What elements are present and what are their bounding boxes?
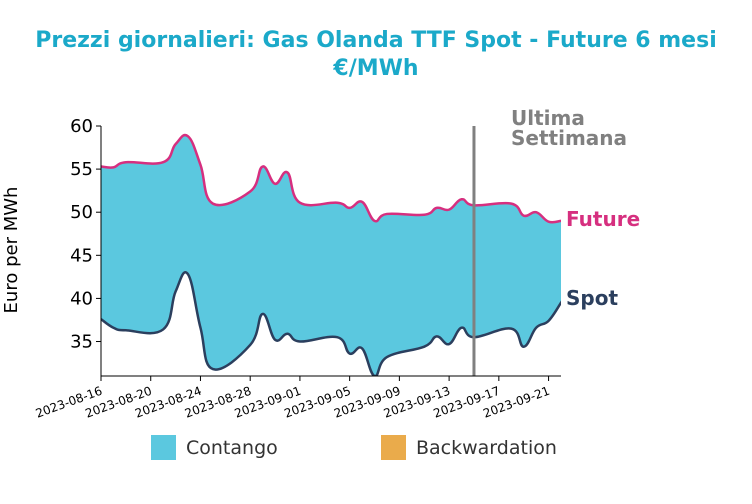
spot-series-line xyxy=(101,271,561,376)
marker-label-line2: Settimana xyxy=(511,126,627,150)
chart-subtitle-units: €/MWh xyxy=(332,56,418,81)
y-tick-label: 40 xyxy=(70,288,93,309)
plot-area: 3540455055602023-08-162023-08-202023-08-… xyxy=(34,116,561,421)
y-tick-label: 45 xyxy=(70,245,93,266)
y-tick-label: 35 xyxy=(70,332,93,353)
marker-label-line1: Ultima xyxy=(511,106,585,130)
contango-area xyxy=(101,135,561,376)
legend-label-backwardation: Backwardation xyxy=(416,437,557,459)
future-series-label: Future xyxy=(566,207,640,231)
series-group xyxy=(101,133,561,376)
y-tick-label: 55 xyxy=(70,159,93,180)
chart-title: Prezzi giornalieri: Gas Olanda TTF Spot … xyxy=(35,28,717,53)
legend: Contango Backwardation xyxy=(151,435,557,460)
future-series-line xyxy=(101,133,561,224)
legend-swatch-backwardation xyxy=(381,435,406,460)
y-tick-label: 50 xyxy=(70,202,93,223)
legend-label-contango: Contango xyxy=(186,437,278,459)
y-tick-label: 60 xyxy=(70,116,93,137)
legend-swatch-contango xyxy=(151,435,176,460)
spot-series-label: Spot xyxy=(566,286,618,310)
y-axis-label: Euro per MWh xyxy=(1,187,22,314)
